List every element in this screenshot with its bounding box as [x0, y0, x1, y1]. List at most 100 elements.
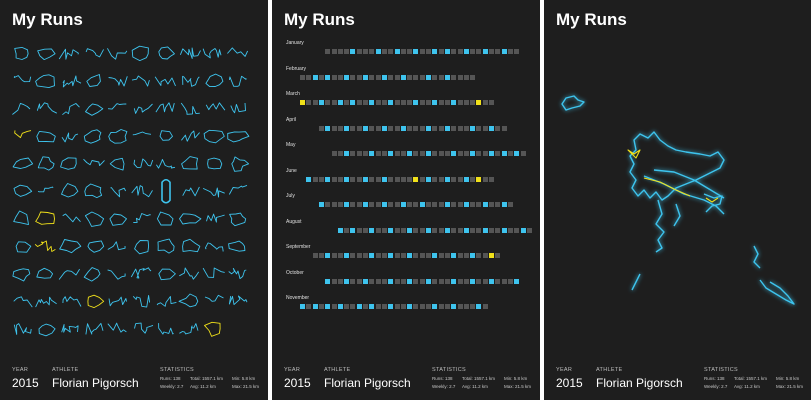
day-cell [331, 176, 337, 182]
run-track [182, 186, 200, 197]
run-day-cell [501, 151, 507, 156]
run-track [107, 241, 126, 251]
day-cell [451, 176, 457, 182]
day-cell [375, 253, 381, 258]
day-cell [331, 253, 337, 258]
day-cell [444, 253, 450, 258]
run-day-cell [344, 278, 350, 284]
day-cell [489, 202, 494, 207]
day-cell [444, 278, 450, 284]
day-cell [457, 304, 463, 309]
day-cell [457, 202, 463, 207]
run-track [13, 75, 32, 83]
day-cell [407, 125, 413, 131]
stat-weekly: Weekly: 2.7 [160, 384, 184, 389]
run-track [132, 295, 151, 308]
day-cell [482, 278, 488, 284]
run-track [62, 75, 82, 88]
month-label: March [286, 91, 300, 97]
run-day-cell [381, 176, 387, 182]
heatmap-track [759, 279, 795, 305]
day-cell [381, 151, 387, 156]
day-cell [438, 278, 444, 284]
run-track [107, 269, 126, 280]
day-cell [375, 151, 381, 156]
stat-min: Min: 5.8 km [504, 376, 528, 381]
run-day-cell [318, 100, 324, 105]
day-cell [438, 202, 444, 207]
run-track [205, 73, 224, 88]
run-track [87, 240, 105, 253]
run-track [85, 103, 104, 116]
day-cell [363, 227, 368, 233]
run-track [13, 296, 33, 308]
run-day-cell [444, 125, 450, 131]
day-cell [400, 49, 406, 54]
run-day-cell [344, 202, 350, 207]
run-day-cell [381, 125, 387, 131]
run-day-cell [413, 176, 419, 182]
run-day-cell [325, 278, 331, 284]
athlete-name: Florian Pigorsch [596, 376, 683, 390]
run-track [202, 187, 225, 198]
day-cell [413, 151, 419, 156]
day-cell [507, 151, 513, 156]
day-cell [501, 278, 507, 284]
run-track [110, 187, 127, 198]
day-cell [331, 49, 337, 54]
run-day-cell [363, 278, 368, 284]
athlete-label: ATHLETE [324, 367, 351, 373]
day-cell [306, 100, 312, 105]
run-track [131, 185, 153, 198]
day-cell [318, 253, 324, 258]
day-cell [363, 100, 368, 105]
heatmap-track [643, 175, 725, 215]
day-cell [407, 74, 413, 80]
run-track [131, 75, 150, 87]
day-cell [356, 278, 362, 284]
run-track [58, 268, 80, 280]
month-label: February [286, 65, 307, 72]
day-cell [432, 202, 438, 207]
run-track [86, 74, 101, 87]
run-track [107, 48, 128, 60]
run-day-cell [432, 100, 438, 105]
run-day-cell [325, 304, 331, 309]
day-cell [388, 202, 394, 207]
run-track [228, 295, 248, 306]
day-cell [457, 74, 463, 80]
day-cell [350, 151, 356, 156]
athlete-label: ATHLETE [52, 367, 79, 373]
day-cell [407, 100, 413, 105]
day-cell [470, 49, 476, 54]
day-cell [419, 151, 425, 156]
run-day-cell [463, 227, 469, 233]
day-cell [325, 49, 331, 54]
run-day-cell [369, 100, 375, 105]
day-cell [369, 125, 375, 131]
day-cell [331, 125, 337, 131]
day-cell [495, 227, 501, 233]
run-track-highlight [87, 294, 105, 309]
run-day-cell [426, 125, 431, 131]
run-day-cell [444, 49, 450, 54]
stat-weekly: Weekly: 2.7 [704, 384, 728, 389]
day-cell [470, 304, 476, 309]
run-day-cell [426, 151, 431, 156]
poster-footer: YEAR 2015 ATHLETE Florian Pigorsch STATI… [544, 364, 811, 400]
day-cell [337, 253, 343, 258]
day-cell [356, 49, 362, 54]
run-track [178, 293, 199, 308]
heatmap-highlight-track [705, 197, 719, 203]
day-cell [451, 74, 457, 80]
day-cell [344, 227, 350, 233]
day-cell [476, 278, 482, 284]
run-track [13, 323, 32, 335]
day-cell [394, 304, 400, 309]
run-day-cell [300, 304, 305, 309]
run-track [231, 156, 250, 172]
run-day-cell [501, 49, 507, 54]
run-track [227, 47, 249, 57]
day-cell [419, 49, 425, 54]
day-cell [495, 278, 501, 284]
